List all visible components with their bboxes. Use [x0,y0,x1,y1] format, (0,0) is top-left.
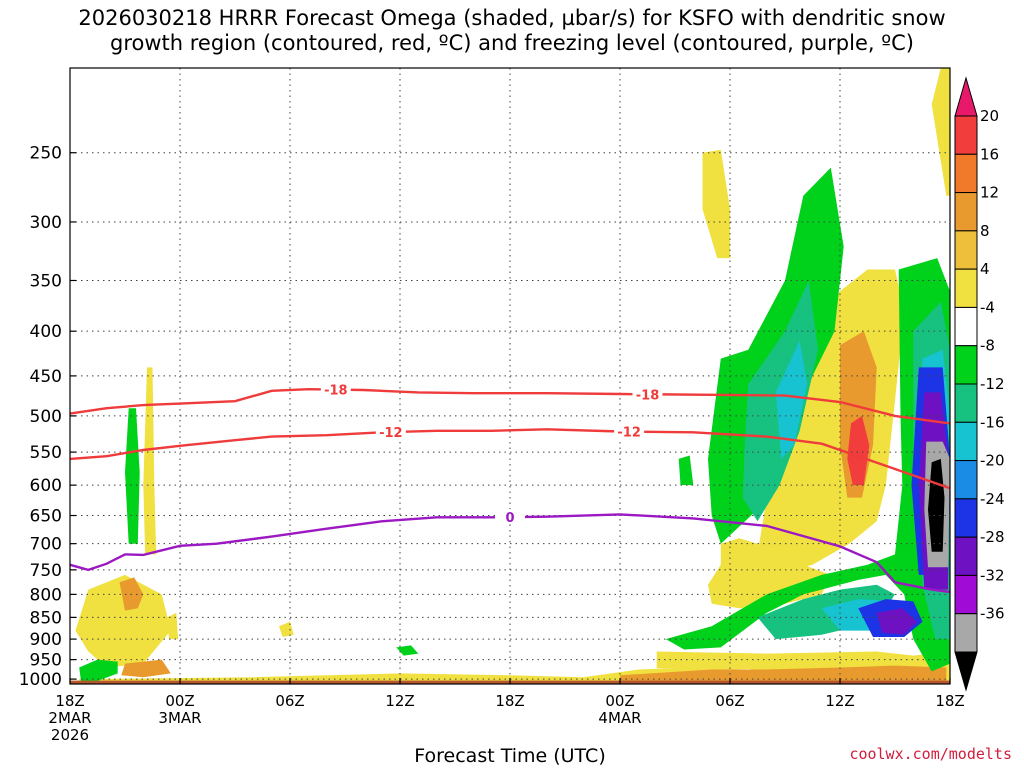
contour-layer: -18 -18 -12 -12 0 [69,381,951,594]
omega-region-19 [396,645,419,656]
colorbar-label-13: -36 [980,605,1005,623]
title-line-1: 2026030218 HRRR Forecast Omega (shaded, … [78,6,946,30]
colorbar-label-5: -4 [980,298,995,316]
y-tick-label-750: 750 [30,561,62,581]
y-tick-label-1000: 1000 [19,670,62,690]
y-tick-label-350: 350 [30,271,62,291]
omega-region-14 [847,415,870,486]
colorbar-label-3: 8 [980,222,990,240]
colorbar-top-triangle [954,76,978,117]
contour-label-bg [632,386,663,402]
omega-region-13 [620,665,947,683]
contour-label-bg [375,424,406,440]
y-tick-label-300: 300 [30,213,62,233]
x-tick-label-7: 12Z [825,692,854,710]
omega-shading-layer [70,68,950,684]
contour-0 [69,513,951,594]
y-tick-label-600: 600 [30,476,62,496]
x-tick-label-5: 00Z 4MAR [598,692,641,727]
contour--12 [69,428,951,490]
title-line-2: growth region (contoured, red, ºC) and f… [110,31,914,55]
y-axis-ticks: 2503003504004505005506006507007508008509… [19,144,76,690]
omega-region-9 [656,651,950,670]
omega-region-20 [678,455,694,486]
colorbar-swatch-4 [954,268,978,308]
y-tick-label-500: 500 [30,407,62,427]
colorbar-swatch-2 [954,192,978,232]
x-tick-label-0: 18Z 2MAR 2026 [48,692,91,744]
colorbar-label-9: -20 [980,452,1005,470]
y-tick-label-550: 550 [30,443,62,463]
omega-region-0 [702,149,730,259]
x-tick-label-4: 18Z [495,692,524,710]
y-tick-label-900: 900 [30,630,62,650]
y-tick-label-400: 400 [30,322,62,342]
colorbar-label-6: -8 [980,337,995,355]
y-tick-label-700: 700 [30,535,62,555]
y-tick-label-250: 250 [30,144,62,164]
omega-region-16 [665,258,950,672]
y-tick-label-800: 800 [30,585,62,605]
colorbar-swatch-8 [954,421,978,462]
colorbar-swatch-0 [954,115,978,155]
x-tick-label-6: 06Z [715,692,744,710]
colorbar-swatch-5 [954,306,978,347]
y-tick-label-650: 650 [30,507,62,527]
colorbar-swatch-6 [954,345,978,385]
contour--18 [69,387,951,425]
contour-label--18: -18 [636,388,660,403]
colorbar-label-2: 12 [980,184,999,202]
contour-label--12: -12 [379,426,403,441]
x-tick-label-3: 12Z [385,692,414,710]
omega-region-4 [143,367,157,555]
colorbar-swatch-12 [954,574,978,615]
omega-region-12 [121,659,171,678]
colorbar-label-4: 4 [980,260,990,278]
x-axis-label: Forecast Time (UTC) [414,745,606,767]
colorbar: 20 16 12 8 4 -4 -8 -12 -16 -20 -24 -28 -32 -36 [954,76,1005,692]
omega-region-30 [876,608,917,635]
colorbar-label-8: -16 [980,413,1005,431]
omega-region-24 [775,340,807,459]
y-tick-label-850: 850 [30,608,62,628]
colorbar-swatch-11 [954,536,978,576]
omega-region-5 [75,574,171,668]
contour-label-bg [495,509,525,525]
contour-label-0: 0 [505,511,514,526]
x-axis-ticks: 18Z 2MAR 2026 00Z 3MAR 06Z 12Z 18Z 00Z 4MAR 06Z 12Z… [48,678,965,744]
colorbar-bottom-triangle [954,651,978,692]
colorbar-label-12: -32 [980,566,1005,584]
x-tick-label-2: 06Z [275,692,304,710]
contour-label-bg [320,381,351,397]
omega-region-17 [125,408,140,544]
y-tick-label-950: 950 [30,651,62,671]
colorbar-swatch-3 [954,230,978,270]
colorbar-swatch-9 [954,460,978,500]
x-tick-label-1: 00Z 3MAR [158,692,201,727]
colorbar-swatch-10 [954,498,978,538]
y-tick-label-450: 450 [30,367,62,387]
chart-title: 2026030218 HRRR Forecast Omega (shaded, … [0,6,1024,56]
colorbar-swatch-7 [954,383,978,423]
contour-label--12: -12 [617,426,641,441]
colorbar-label-7: -12 [980,375,1005,393]
contour-label-bg [614,423,645,439]
credit-link[interactable]: coolwx.com/modelts [849,745,1012,763]
colorbar-label-0: 20 [980,107,999,125]
x-tick-label-8: 18Z [935,692,964,710]
colorbar-swatch-1 [954,153,978,194]
colorbar-label-10: -24 [980,490,1005,508]
contour-label--18: -18 [324,384,348,399]
omega-region-3 [931,68,950,196]
omega-region-18 [79,659,118,681]
colorbar-swatch-13 [954,613,978,653]
colorbar-label-11: -28 [980,528,1005,546]
omega-region-7 [279,621,294,637]
colorbar-label-1: 16 [980,145,999,163]
omega-region-6 [167,612,179,640]
